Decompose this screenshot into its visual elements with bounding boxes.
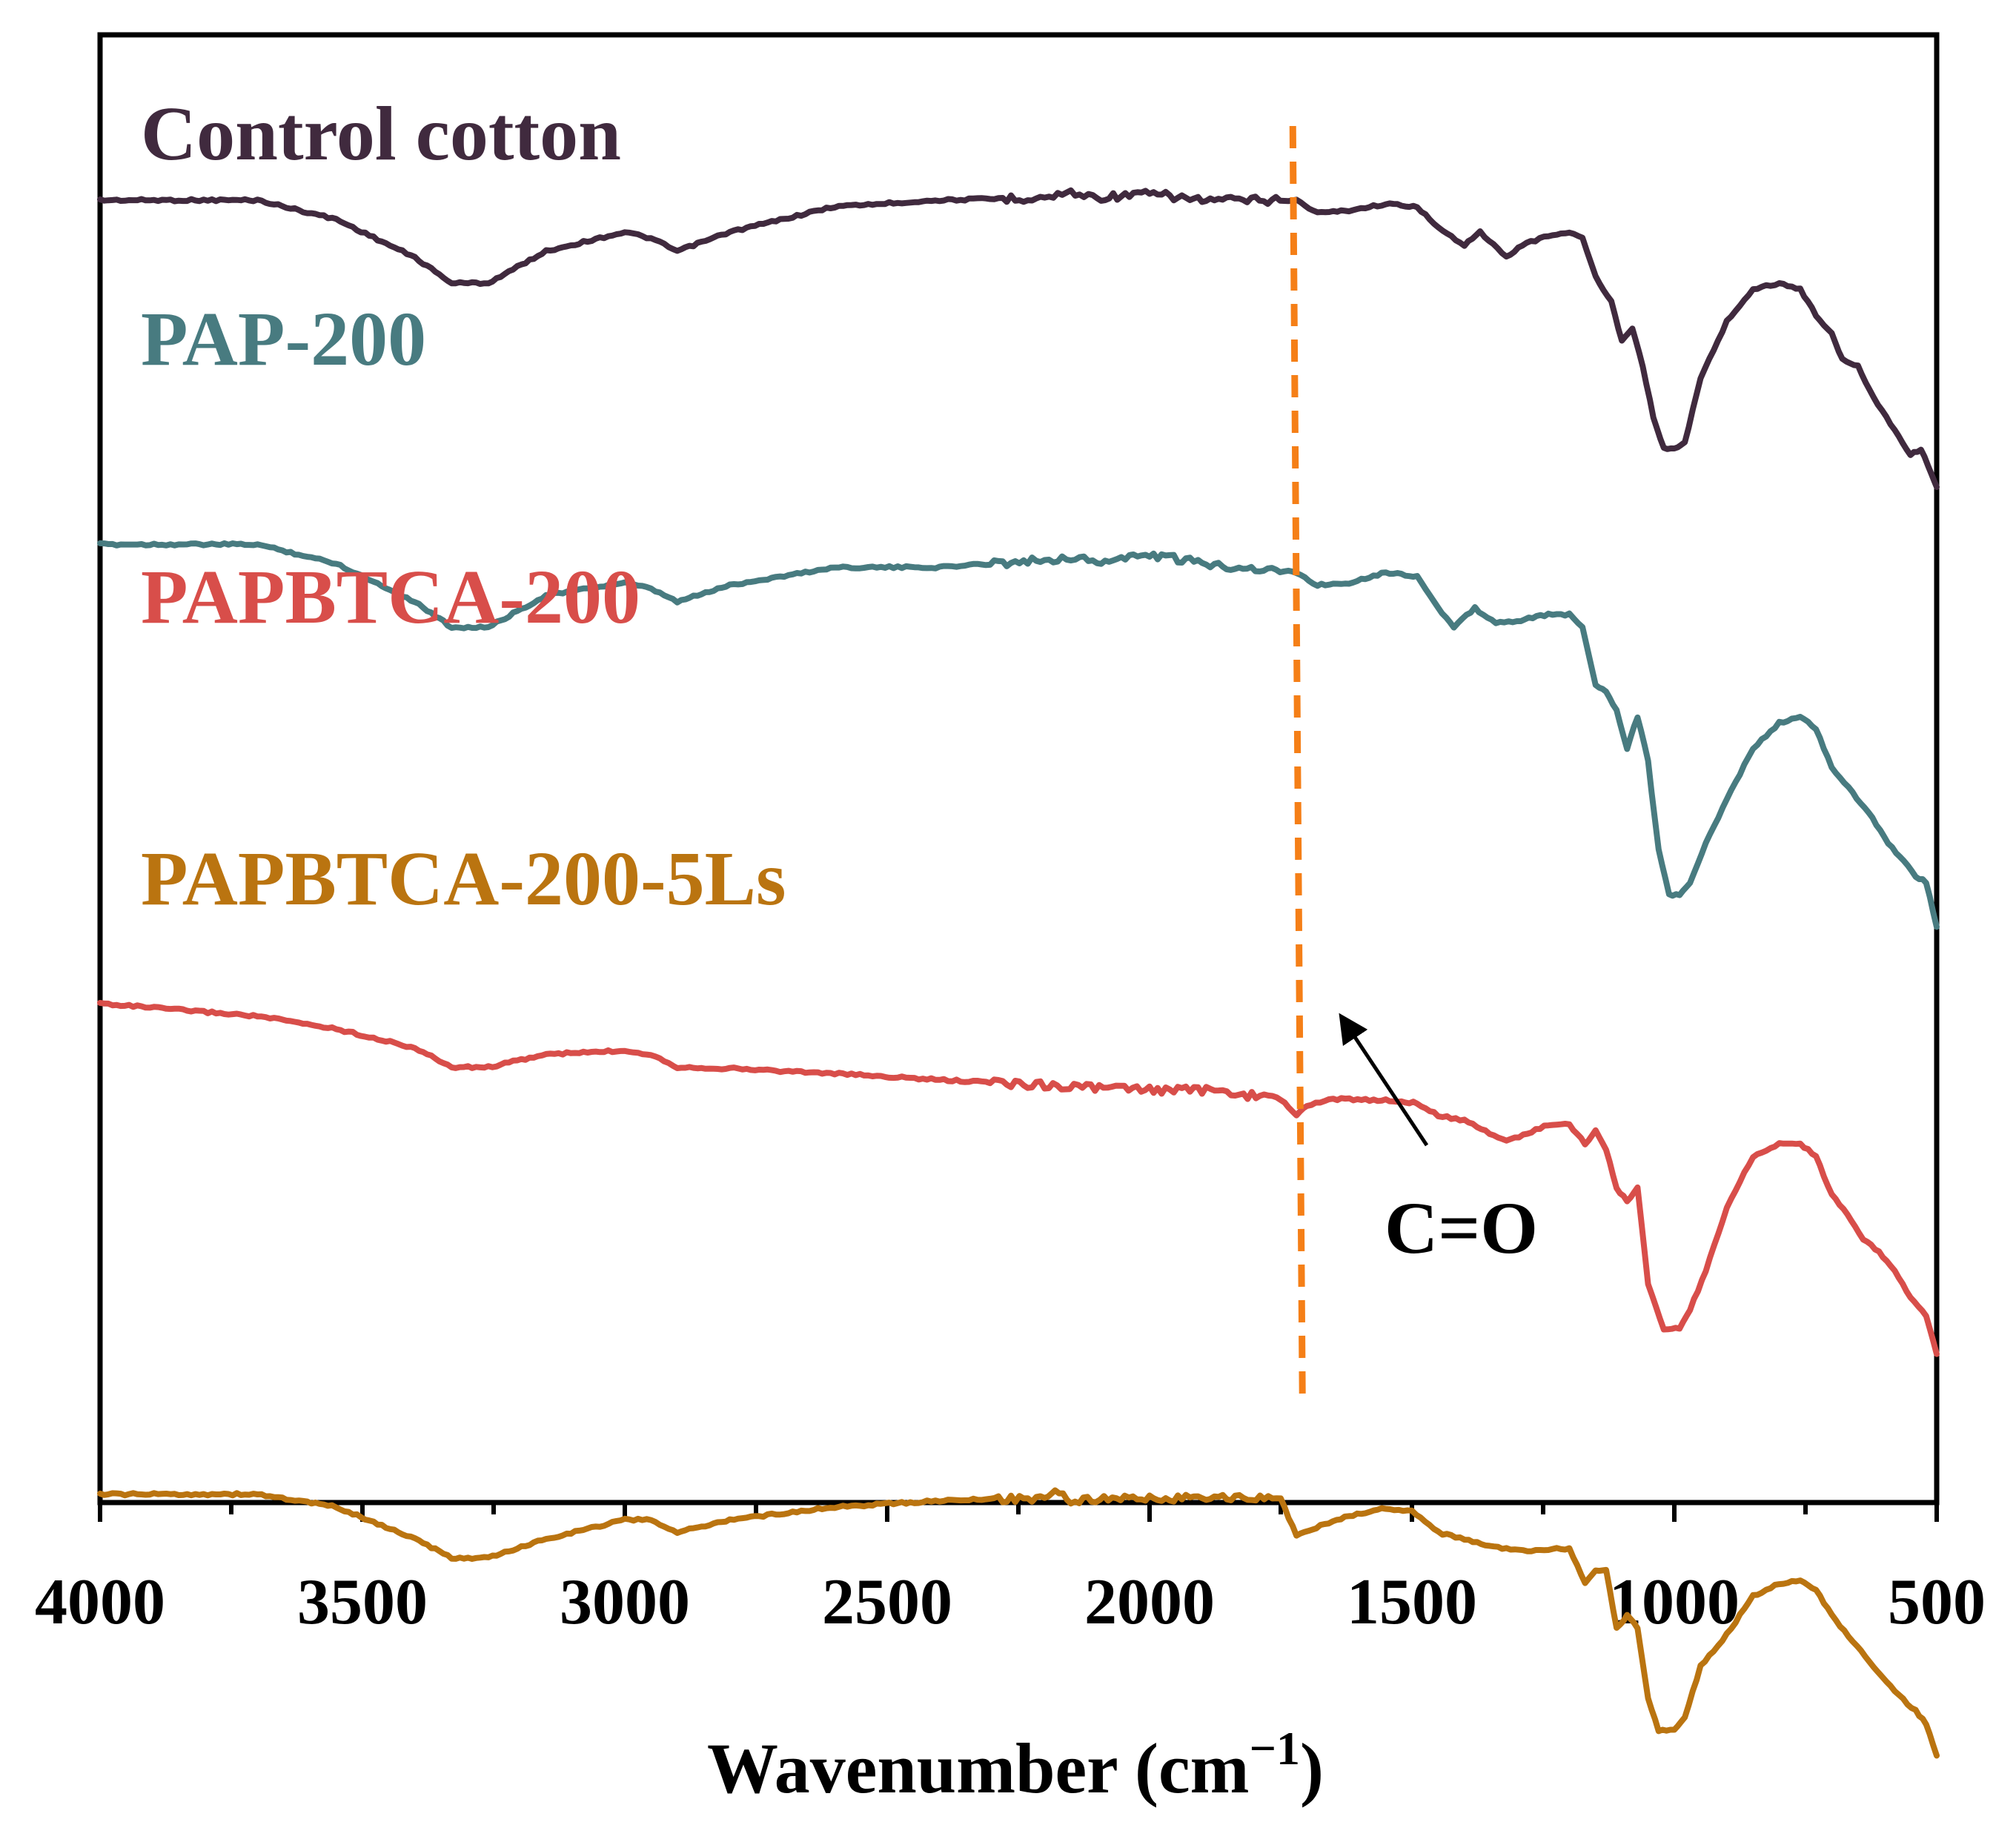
- x-axis-title-superscript: −1: [1250, 1722, 1300, 1775]
- tick-label-500: 500: [1888, 1566, 1986, 1638]
- series-lines: [97, 187, 1940, 1759]
- plot-frame: [97, 32, 1940, 1506]
- tick-label-2000: 2000: [1084, 1566, 1215, 1638]
- tick-label-4000: 4000: [35, 1566, 165, 1638]
- x-axis-title: Wavenumber (cm−1): [707, 1722, 1324, 1808]
- tick-label-3500: 3500: [297, 1566, 428, 1638]
- annotation: C=O: [1289, 125, 1538, 1398]
- series-line-2: [97, 999, 1940, 1357]
- series-line-1: [97, 540, 1940, 930]
- tick-label-2500: 2500: [822, 1566, 952, 1638]
- tick-label-3000: 3000: [560, 1566, 690, 1638]
- annotation-arrow: [1339, 1013, 1429, 1147]
- series-line-0: [97, 187, 1940, 490]
- series-label-2: PAPBTCA-200: [141, 554, 640, 640]
- series-line-3: [97, 1487, 1940, 1759]
- tick-label-1000: 1000: [1609, 1566, 1740, 1638]
- annotation-label: C=O: [1385, 1187, 1538, 1269]
- series-label-3: PAPBTCA-200-5Ls: [141, 836, 786, 921]
- series-labels: Control cotton PAP-200 PAPBTCA-200 PAPBTCA-…: [141, 91, 786, 921]
- x-axis-title-close: ): [1300, 1729, 1324, 1808]
- carbonyl-dashed-line: [1289, 125, 1306, 1398]
- series-label-1: PAP-200: [141, 297, 426, 382]
- x-axis-ticks: [98, 1503, 1939, 1522]
- x-axis-tick-labels: 4000 3500 3000 2500 2000 1500 1000 500: [35, 1566, 1986, 1638]
- tick-label-1500: 1500: [1347, 1566, 1477, 1638]
- series-label-0: Control cotton: [141, 91, 621, 176]
